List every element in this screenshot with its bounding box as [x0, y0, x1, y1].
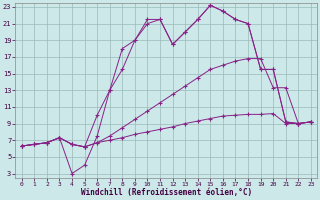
X-axis label: Windchill (Refroidissement éolien,°C): Windchill (Refroidissement éolien,°C): [81, 188, 252, 197]
